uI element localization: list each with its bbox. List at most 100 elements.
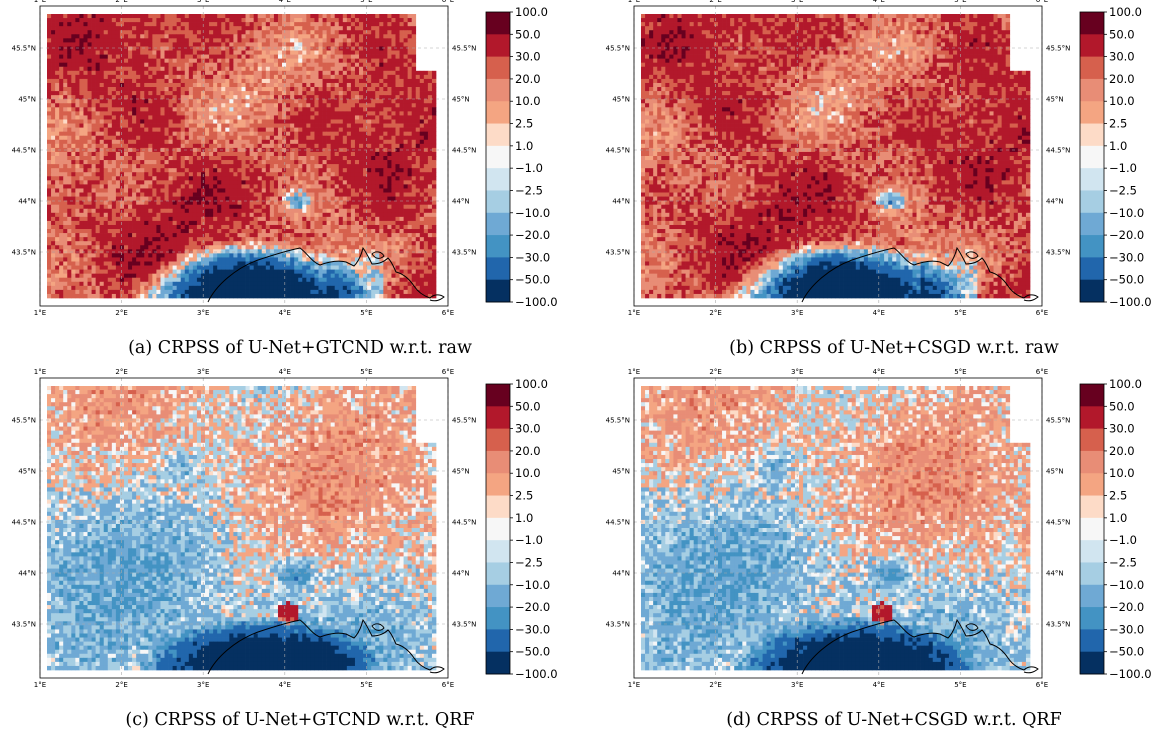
lon-tick-bottom: 3°E bbox=[197, 681, 209, 689]
colorbar-label: −10.0 bbox=[515, 206, 550, 220]
colorbar-label: 2.5 bbox=[1109, 117, 1127, 131]
lon-tick-top: 4°E bbox=[873, 368, 885, 376]
crpss-map-panel-c: 1°E 1°E 2°E 2°E 3°E 3°E 4°E 4°E 5°E 5°E 6°E 6°E 45.5… bbox=[12, 368, 558, 689]
lat-tick-right: 43.5°N bbox=[452, 249, 476, 257]
colorbar-label: 20.0 bbox=[515, 72, 541, 86]
colorbar-label: 100.0 bbox=[1109, 5, 1142, 19]
graticule bbox=[633, 6, 1043, 306]
lon-tick-bottom: 6°E bbox=[1036, 681, 1048, 689]
panel-b: 1°E 1°E 2°E 2°E 3°E 3°E 4°E 4°E 5°E 5°E 6°E 6°E 45.5… bbox=[606, 0, 1163, 360]
colorbar-label: 50.0 bbox=[1109, 399, 1135, 413]
lon-tick-bottom: 2°E bbox=[709, 681, 721, 689]
colorbar-swatch bbox=[1080, 12, 1104, 35]
colorbar-label: 10.0 bbox=[515, 466, 541, 480]
lon-tick-bottom: 1°E bbox=[628, 681, 640, 689]
lat-tick-left: 44.5°N bbox=[606, 147, 630, 155]
lon-tick-top: 5°E bbox=[360, 0, 372, 4]
lon-tick-top: 1°E bbox=[628, 0, 640, 4]
colorbar-swatch bbox=[1080, 517, 1104, 541]
colorbar-swatch bbox=[1080, 607, 1104, 630]
colorbar-label: 1.0 bbox=[515, 511, 533, 525]
lon-tick-bottom: 6°E bbox=[1036, 309, 1048, 317]
colorbar-label: −10.0 bbox=[1109, 206, 1144, 220]
colorbar-swatch bbox=[1080, 495, 1104, 519]
map-frame bbox=[633, 5, 1043, 307]
lon-tick-bottom: 3°E bbox=[197, 309, 209, 317]
colorbar-swatch bbox=[1080, 450, 1104, 474]
colorbar-swatch bbox=[1080, 562, 1104, 586]
lon-tick-top: 4°E bbox=[279, 0, 291, 4]
lat-tick-right: 44°N bbox=[452, 570, 470, 578]
colorbar-swatch bbox=[486, 651, 510, 675]
colorbar-label: 2.5 bbox=[515, 117, 533, 131]
colorbar-swatch bbox=[486, 145, 510, 169]
lat-tick-right: 43.5°N bbox=[1046, 249, 1070, 257]
colorbar-swatch bbox=[486, 123, 510, 147]
crpss-field bbox=[641, 386, 1031, 671]
colorbar-swatch bbox=[486, 406, 510, 430]
colorbar-label: 1.0 bbox=[1109, 511, 1127, 525]
colorbar-label: 100.0 bbox=[515, 5, 548, 19]
colorbar: 100.0 50.0 30.0 20.0 10.0 2.5 1.0 −1.0 −2.5 −10.0… bbox=[1079, 377, 1152, 681]
panel-c: 1°E 1°E 2°E 2°E 3°E 3°E 4°E 4°E 5°E 5°E 6°E 6°E 45.5… bbox=[12, 368, 580, 732]
colorbar-swatch bbox=[486, 101, 510, 124]
lon-tick-bottom: 4°E bbox=[873, 309, 885, 317]
colorbar-label: 20.0 bbox=[515, 444, 541, 458]
coastline bbox=[801, 246, 1039, 303]
colorbar-swatch bbox=[486, 473, 510, 496]
lon-tick-top: 3°E bbox=[197, 0, 209, 4]
crpss-map-panel-d: 1°E 1°E 2°E 2°E 3°E 3°E 4°E 4°E 5°E 5°E 6°E 6°E 45.5… bbox=[606, 368, 1152, 689]
lat-tick-left: 45°N bbox=[612, 96, 630, 104]
lat-tick-left: 45°N bbox=[18, 96, 36, 104]
coastline bbox=[207, 246, 445, 303]
colorbar-swatch bbox=[1080, 123, 1104, 147]
graticule bbox=[633, 378, 1043, 678]
colorbar-swatch bbox=[1080, 212, 1104, 236]
colorbar-label: −50.0 bbox=[1109, 273, 1144, 287]
colorbar-swatch bbox=[486, 495, 510, 519]
lat-tick-right: 45°N bbox=[1046, 96, 1064, 104]
lat-tick-left: 43.5°N bbox=[606, 621, 630, 629]
colorbar-swatch bbox=[486, 384, 510, 407]
colorbar-label: −1.0 bbox=[515, 533, 543, 547]
lat-tick-right: 44.5°N bbox=[452, 519, 476, 527]
colorbar-label: 30.0 bbox=[1109, 422, 1135, 436]
colorbar-label: −1.0 bbox=[1109, 533, 1137, 547]
lat-tick-right: 44.5°N bbox=[452, 147, 476, 155]
colorbar-label: −2.5 bbox=[515, 555, 543, 569]
colorbar-label: 20.0 bbox=[1109, 72, 1135, 86]
lat-tick-right: 44°N bbox=[1046, 198, 1064, 206]
lon-tick-top: 6°E bbox=[1036, 0, 1048, 4]
lon-tick-bottom: 6°E bbox=[442, 681, 454, 689]
lon-tick-bottom: 1°E bbox=[628, 309, 640, 317]
lon-tick-top: 3°E bbox=[791, 368, 803, 376]
colorbar-label: −10.0 bbox=[1109, 578, 1144, 592]
colorbar-swatch bbox=[486, 629, 510, 653]
colorbar-swatch bbox=[1080, 257, 1104, 281]
lat-tick-right: 45°N bbox=[1046, 468, 1064, 476]
caption-c: (c) CRPSS of U-Net+GTCND w.r.t. QRF bbox=[20, 710, 580, 730]
colorbar-swatch bbox=[1080, 428, 1104, 452]
colorbar-swatch bbox=[486, 12, 510, 35]
colorbar-label: −30.0 bbox=[515, 622, 550, 636]
colorbar-swatch bbox=[486, 607, 510, 630]
lat-tick-right: 45°N bbox=[452, 96, 470, 104]
crpss-map-panel-a: 1°E 1°E 2°E 2°E 3°E 3°E 4°E 4°E 5°E 5°E 6°E 6°E 45.5… bbox=[12, 0, 558, 317]
lat-tick-right: 43.5°N bbox=[1046, 621, 1070, 629]
colorbar-label: 1.0 bbox=[1109, 139, 1127, 153]
lat-tick-right: 43.5°N bbox=[452, 621, 476, 629]
lon-tick-bottom: 1°E bbox=[34, 681, 46, 689]
colorbar-label: −10.0 bbox=[515, 578, 550, 592]
colorbar: 100.0 50.0 30.0 20.0 10.0 2.5 1.0 −1.0 −2.5 −10.0… bbox=[1079, 5, 1152, 309]
colorbar-swatch bbox=[1080, 279, 1104, 303]
lon-tick-bottom: 5°E bbox=[954, 681, 966, 689]
colorbar-swatch bbox=[486, 279, 510, 303]
lat-tick-left: 43.5°N bbox=[606, 249, 630, 257]
colorbar-label: 50.0 bbox=[515, 27, 541, 41]
colorbar-label: −20.0 bbox=[1109, 228, 1144, 242]
lat-tick-left: 45.5°N bbox=[12, 45, 36, 53]
lon-tick-top: 1°E bbox=[628, 368, 640, 376]
colorbar-swatch bbox=[1080, 473, 1104, 496]
lat-tick-left: 44°N bbox=[612, 570, 630, 578]
lon-tick-top: 3°E bbox=[197, 368, 209, 376]
